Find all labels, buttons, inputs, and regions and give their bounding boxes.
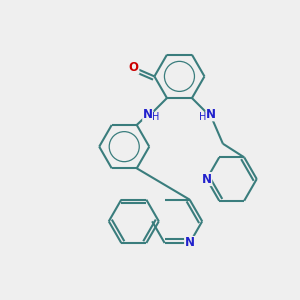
Text: O: O xyxy=(129,61,139,74)
Text: N: N xyxy=(206,108,216,121)
Text: N: N xyxy=(185,236,195,250)
Text: H: H xyxy=(199,112,206,122)
Text: N: N xyxy=(202,172,212,185)
Text: N: N xyxy=(143,108,153,121)
Text: H: H xyxy=(152,112,160,122)
